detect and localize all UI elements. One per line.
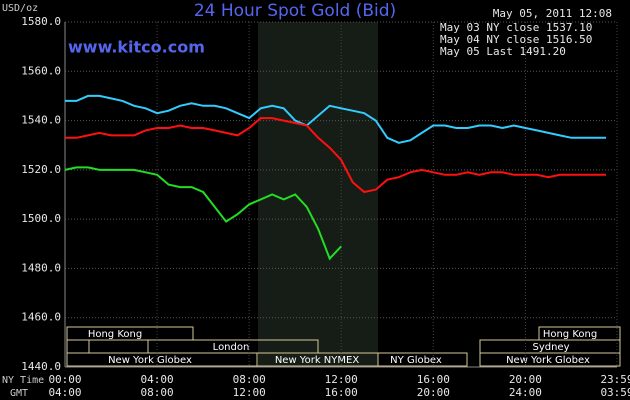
x2-tick-label: 20:00 (417, 386, 450, 399)
y-tick-label: 1560.0 (21, 64, 61, 77)
session-box (66, 339, 90, 354)
session-label: NY Globex (390, 355, 442, 366)
series-line (64, 166, 342, 261)
nymex-shade (258, 22, 378, 367)
session-label: New York Globex (506, 355, 590, 366)
legend-entry: May 05 Last 1491.20 (440, 45, 566, 58)
session-label: New York NYMEX (275, 355, 360, 366)
timestamp: May 05, 2011 12:08 (493, 7, 612, 20)
x-tick-label: 16:00 (417, 373, 450, 386)
y-tick-label: 1440.0 (21, 360, 61, 373)
website: www.kitco.com (68, 38, 205, 57)
session-label: Hong Kong (88, 329, 142, 340)
x2-tick-label: 08:00 (141, 386, 174, 399)
legend-entry: May 03 NY close 1537.10 (440, 21, 592, 34)
legend-entry: May 04 NY close 1516.50 (440, 33, 592, 46)
x-tick-label: 20:00 (509, 373, 542, 386)
x2-axis-label: GMT (10, 388, 28, 399)
session-label: London (213, 342, 250, 353)
x2-tick-label: 12:00 (233, 386, 266, 399)
session-box (377, 352, 468, 367)
session-label: Hong Kong (543, 329, 597, 340)
x2-tick-label: 04:00 (48, 386, 81, 399)
session-label: Sydney (532, 342, 569, 353)
sessions: Hong Kong Hong Kong London Sydney New Yo… (66, 326, 621, 367)
chart-title: 24 Hour Spot Gold (Bid) (194, 1, 396, 21)
series-line (65, 94, 606, 144)
x2-tick-label: 16:00 (325, 386, 358, 399)
x-axis-label: NY Time (2, 375, 44, 386)
y-tick-label: 1520.0 (21, 163, 61, 176)
session-box (66, 326, 194, 341)
y-tick-label: 1580.0 (21, 15, 61, 28)
x2-tick-label: 03:59 (600, 386, 630, 399)
x-tick-label: 00:00 (48, 373, 81, 386)
x-tick-label: 08:00 (233, 373, 266, 386)
series-line (65, 117, 606, 194)
session-label: New York Globex (108, 355, 192, 366)
y-tick-label: 1540.0 (21, 114, 61, 127)
x2-tick-label: 24:00 (509, 386, 542, 399)
session-box (479, 352, 621, 367)
y-axis-label: USD/oz (2, 3, 38, 14)
y-tick-label: 1460.0 (21, 311, 61, 324)
x-tick-label: 04:00 (141, 373, 174, 386)
x-tick-label: 12:00 (325, 373, 358, 386)
x-tick-label: 23:59 (600, 373, 630, 386)
y-tick-label: 1500.0 (21, 212, 61, 225)
y-tick-label: 1480.0 (21, 261, 61, 274)
